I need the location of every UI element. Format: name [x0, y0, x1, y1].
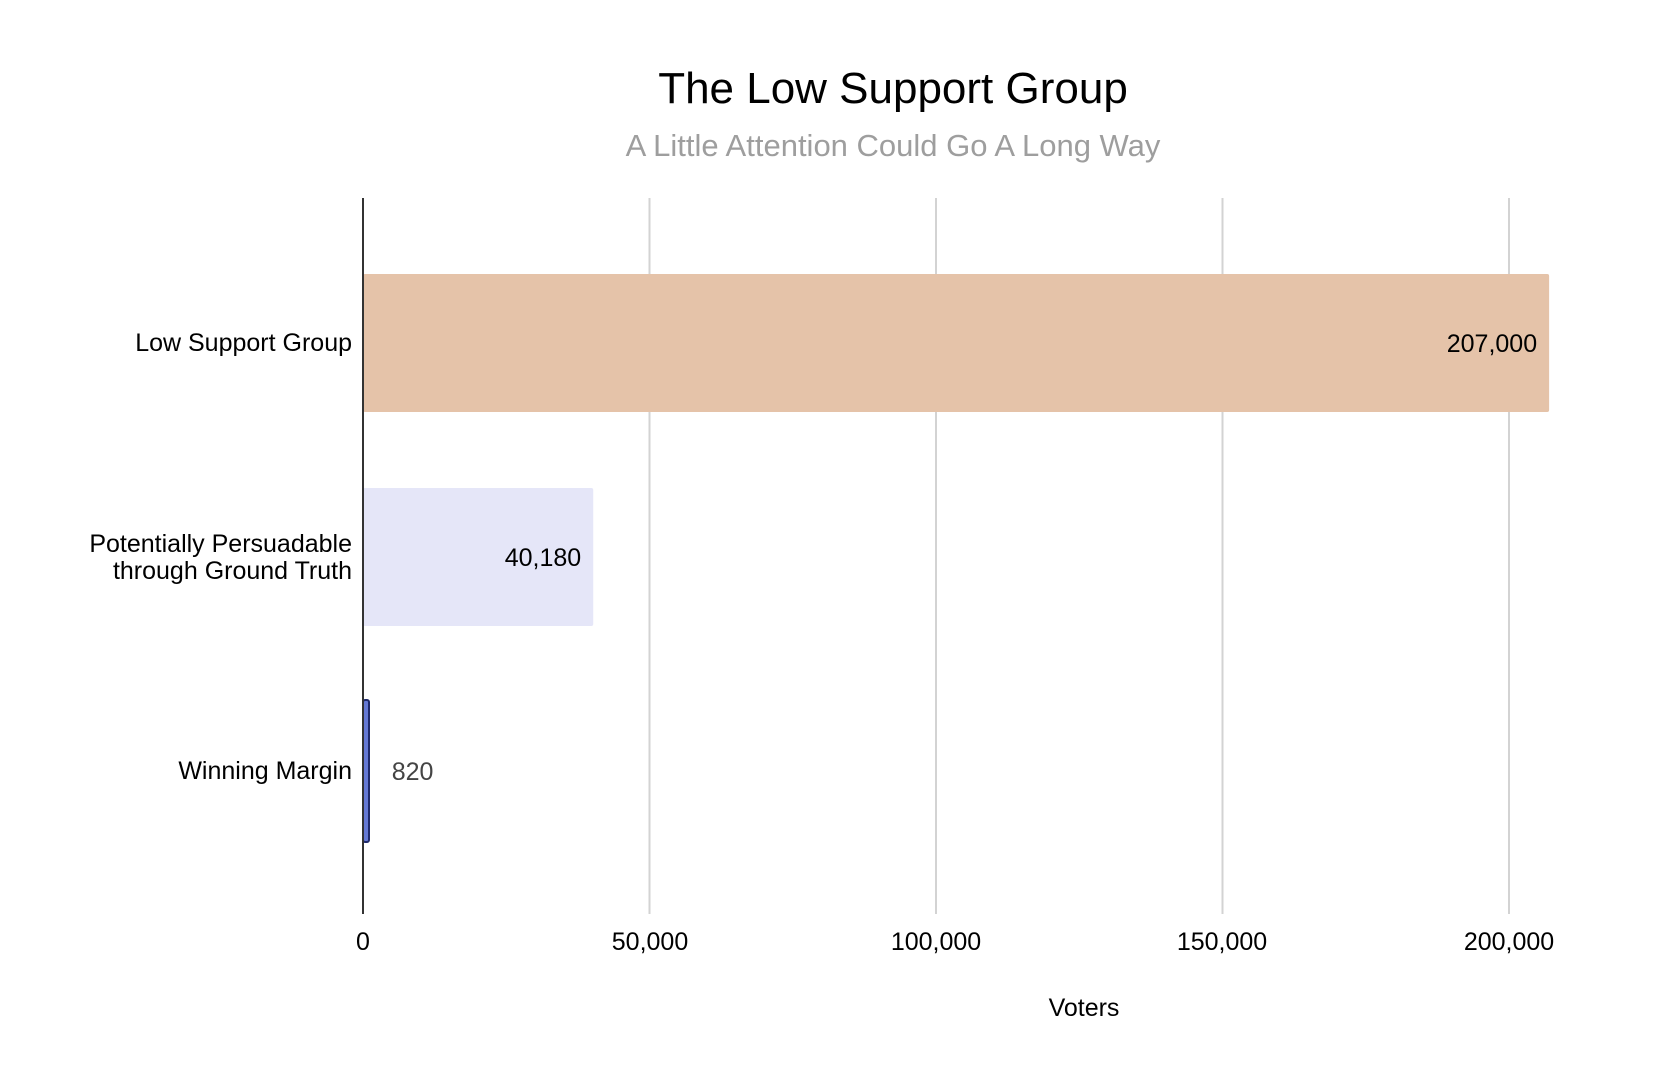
value-label-winning-margin: 820 — [392, 758, 434, 786]
chart-title: The Low Support Group — [658, 64, 1128, 113]
x-tick-label-50000: 50,000 — [611, 928, 689, 956]
x-tick-label-200000: 200,000 — [1463, 928, 1555, 956]
bar-low-support-group — [363, 274, 1550, 412]
x-axis-title: Voters — [1048, 994, 1120, 1022]
x-tick-label-100000: 100,000 — [890, 928, 982, 956]
value-labels: 207,000 40,180 820 — [392, 330, 1537, 786]
value-label-potentially-persuadable: 40,180 — [505, 544, 581, 572]
category-label-potentially-persuadable: Potentially Persuadable through Ground T… — [89, 530, 352, 585]
x-tick-label-0: 0 — [356, 928, 370, 956]
category-label-low-support-group: Low Support Group — [135, 329, 352, 357]
x-tick-label-150000: 150,000 — [1176, 928, 1268, 956]
bars — [362, 274, 1550, 843]
bar-potentially-persuadable — [363, 488, 594, 626]
category-label-winning-margin: Winning Margin — [178, 757, 352, 785]
chart-subtitle: A Little Attention Could Go A Long Way — [625, 128, 1161, 163]
value-label-low-support-group: 207,000 — [1447, 330, 1537, 358]
